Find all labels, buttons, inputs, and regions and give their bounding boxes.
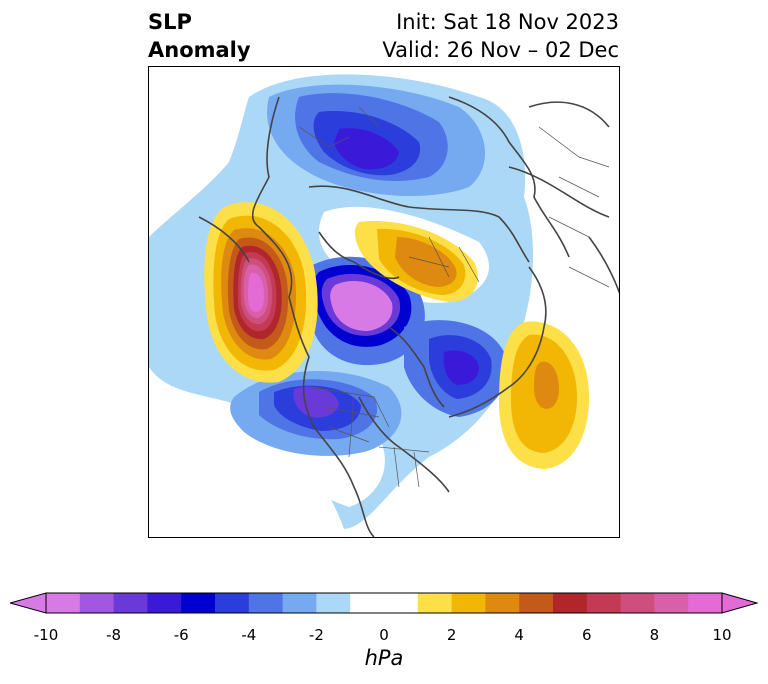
negative-lobe-south-core (293, 386, 339, 418)
colorbar-segment (620, 593, 655, 613)
colorbar-segment (688, 593, 723, 613)
negative-center-core (330, 281, 393, 331)
init-date: Init: Sat 18 Nov 2023 (396, 10, 619, 34)
colorbar-tick-label: 2 (446, 626, 457, 644)
colorbar-segment (586, 593, 622, 613)
country-borders (298, 106, 610, 488)
positive-lobe-west-peak (248, 272, 264, 312)
colorbar-tick-label: 0 (379, 626, 389, 644)
colorbar-segment (485, 593, 520, 613)
colorbar-segment (384, 593, 419, 613)
colorbar-tick-label: -2 (308, 626, 324, 644)
colorbar-segment (350, 593, 385, 613)
colorbar-extend-low (10, 592, 47, 614)
colorbar-segment (248, 593, 284, 613)
colorbar-segment (113, 593, 148, 613)
title-line-1: SLP (148, 10, 192, 34)
colorbar-segment (519, 593, 554, 613)
colorbar-segment (316, 593, 351, 613)
colorbar-segment (215, 593, 250, 613)
colorbar-tick-label: -10 (33, 626, 59, 644)
positive-lobe-central-core (395, 237, 457, 287)
colorbar-unit: hPa (364, 646, 404, 670)
colorbar-tick-label: 4 (514, 626, 524, 644)
colorbar-tick-label: 6 (582, 626, 592, 644)
valid-period: Valid: 26 Nov – 02 Dec (382, 38, 619, 62)
colorbar-segment (181, 593, 216, 613)
colorbar-segment (46, 593, 81, 613)
colorbar-tick-label: 8 (649, 626, 660, 644)
forecast-dates: Init: Sat 18 Nov 2023 Valid: 26 Nov – 02… (382, 8, 619, 64)
colorbar-tick-label: 10 (712, 626, 732, 644)
colorbar-tick-label: -8 (106, 626, 122, 644)
coastlines (198, 96, 619, 537)
colorbar-border (45, 592, 723, 614)
colorbar-segment (451, 593, 486, 613)
colorbar-tick-label: -4 (241, 626, 257, 644)
colorbar-segment (79, 593, 115, 613)
colorbar (10, 592, 758, 614)
negative-lobe-north-core (334, 128, 399, 170)
map-title: SLP Anomaly (148, 8, 251, 64)
anomaly-map-svg (149, 74, 619, 537)
anomaly-map (148, 66, 620, 538)
colorbar-segment (654, 593, 689, 613)
colorbar-segment (553, 593, 588, 613)
positive-lobe-east-core (534, 361, 559, 409)
colorbar-segment (147, 593, 182, 613)
title-line-2: Anomaly (148, 38, 251, 62)
colorbar-segment (417, 593, 453, 613)
negative-anomaly-weak-region-2 (149, 291, 189, 357)
negative-lobe-east-core (443, 350, 479, 385)
colorbar-segments (46, 593, 723, 613)
colorbar-tick-label: -6 (173, 626, 189, 644)
colorbar-extend-high (721, 592, 758, 614)
colorbar-segment (282, 593, 317, 613)
